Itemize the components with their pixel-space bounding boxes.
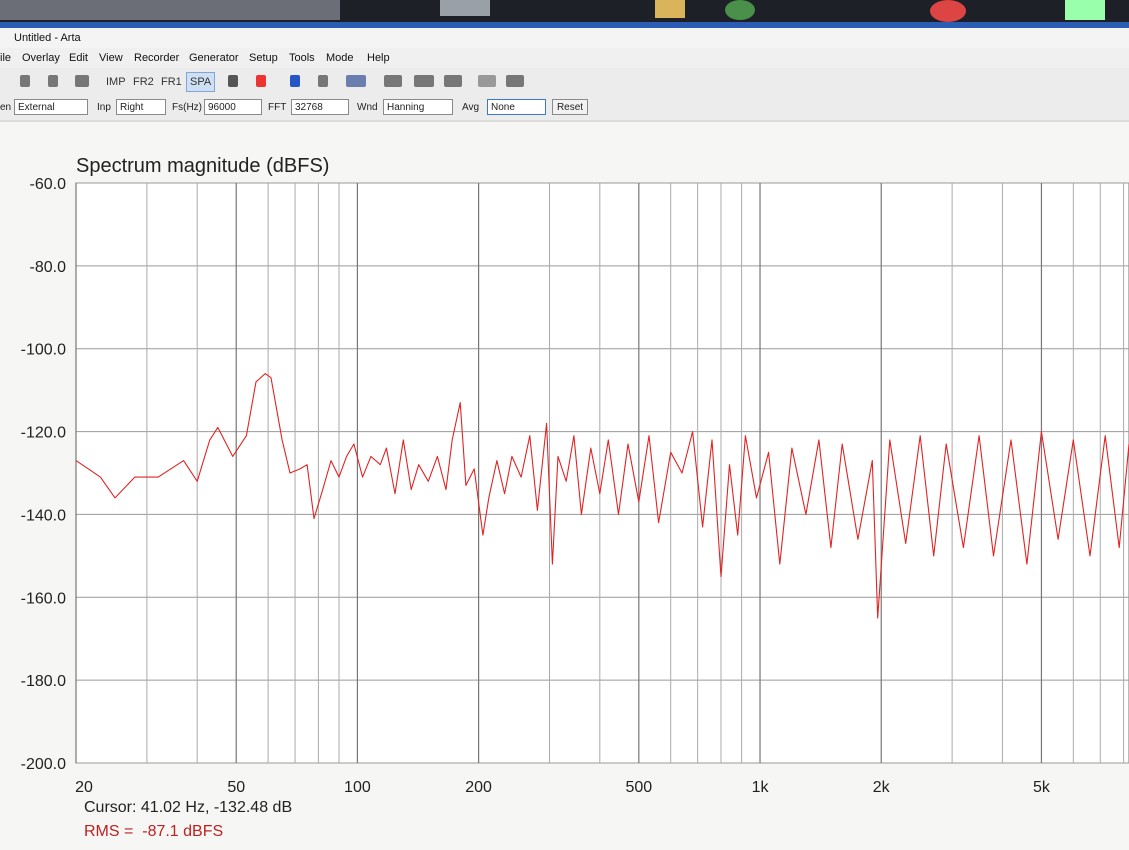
reset-button[interactable]: Reset — [552, 99, 588, 115]
y-tick-label: -60.0 — [30, 176, 67, 193]
menu-bar — [0, 48, 1129, 68]
x-tick-label: 100 — [344, 779, 371, 796]
tool-icon[interactable] — [228, 75, 238, 87]
tool-icon[interactable] — [20, 75, 30, 87]
select[interactable]: 32768 — [291, 99, 349, 115]
select[interactable]: Hanning — [383, 99, 453, 115]
menu-item[interactable]: ile — [0, 52, 12, 64]
spectrum-line — [75, 373, 1129, 619]
tool-icon[interactable] — [318, 75, 328, 87]
taskbar-thumb — [0, 0, 340, 20]
taskbar-icon — [655, 0, 685, 18]
x-tick-label: 200 — [465, 779, 492, 796]
plot-area — [75, 182, 1129, 764]
taskbar — [0, 0, 1129, 22]
menu-item[interactable]: Mode — [326, 52, 354, 64]
control-label: Wnd — [357, 102, 378, 113]
tool-icon[interactable] — [346, 75, 366, 87]
menu-item[interactable]: Edit — [69, 52, 88, 64]
y-tick-label: -160.0 — [21, 590, 66, 607]
menu-item[interactable]: Setup — [249, 52, 278, 64]
tool-button[interactable]: FR2 — [133, 76, 154, 88]
tool-icon[interactable] — [256, 75, 266, 87]
control-label: Avg — [462, 102, 480, 113]
y-tick-label: -80.0 — [30, 259, 67, 276]
x-tick-label: 20 — [75, 779, 93, 796]
tool-icon[interactable] — [444, 75, 462, 87]
cursor-readout: Cursor: 41.02 Hz, -132.48 dB — [84, 799, 292, 816]
select[interactable]: 96000 — [204, 99, 262, 115]
x-tick-label: 2k — [873, 779, 891, 796]
control-label: en — [0, 102, 12, 113]
chart-title: Spectrum magnitude (dBFS) — [76, 155, 329, 177]
y-tick-label: -140.0 — [21, 507, 66, 524]
menu-item[interactable]: View — [99, 52, 123, 64]
window-edge — [0, 22, 1129, 28]
y-tick-label: -200.0 — [21, 756, 66, 773]
taskbar-icon — [725, 0, 755, 20]
control-label: FFT — [268, 102, 287, 113]
tool-icon[interactable] — [506, 75, 524, 87]
taskbar-icon — [930, 0, 966, 22]
y-tick-label: -180.0 — [21, 673, 66, 690]
menu-item[interactable]: Help — [367, 52, 390, 64]
x-tick-label: 1k — [752, 779, 770, 796]
tool-button[interactable]: IMP — [106, 76, 126, 88]
tool-icon[interactable] — [478, 75, 496, 87]
taskbar-icon — [440, 0, 490, 16]
control-label: Inp — [97, 102, 111, 113]
x-tick-label: 500 — [625, 779, 652, 796]
title-bar: Untitled - Arta — [0, 28, 1129, 48]
y-tick-label: -120.0 — [21, 425, 66, 442]
tool-icon[interactable] — [290, 75, 300, 87]
y-tick-label: -100.0 — [21, 342, 66, 359]
menu-item[interactable]: Recorder — [134, 52, 180, 64]
tool-icon[interactable] — [75, 75, 89, 87]
select[interactable]: Right — [116, 99, 166, 115]
control-label: Fs(Hz) — [172, 102, 202, 113]
tool-icon[interactable] — [48, 75, 58, 87]
window-title: Untitled - Arta — [14, 32, 81, 44]
taskbar-icon — [1065, 0, 1105, 20]
rms-readout: RMS = -87.1 dBFS — [84, 823, 223, 840]
x-tick-label: 50 — [227, 779, 245, 796]
select[interactable]: External — [14, 99, 88, 115]
tool-button[interactable]: SPA — [186, 72, 216, 92]
menu-item[interactable]: Generator — [189, 52, 239, 64]
tool-button[interactable]: FR1 — [161, 76, 182, 88]
menu-item[interactable]: Tools — [289, 52, 315, 64]
menu-item[interactable]: Overlay — [22, 52, 60, 64]
select[interactable]: None — [487, 99, 546, 115]
tool-icon[interactable] — [384, 75, 402, 87]
chart-background — [0, 122, 1129, 850]
x-tick-label: 5k — [1033, 779, 1051, 796]
tool-icon[interactable] — [414, 75, 434, 87]
